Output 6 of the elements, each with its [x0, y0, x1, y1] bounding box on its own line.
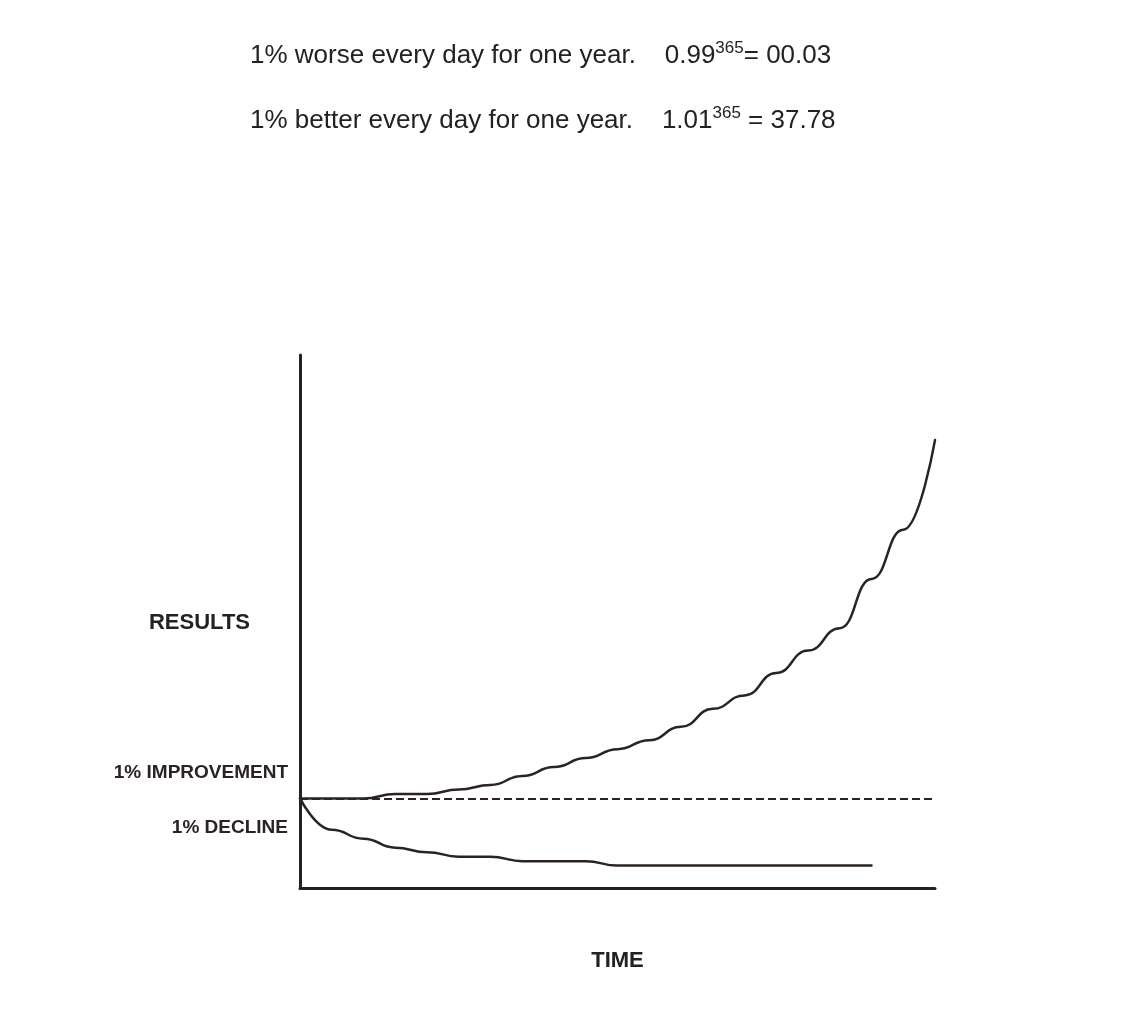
chart-subtitle: 1% better every day for one year. 1.01$^{365}$ = 37.78: [250, 103, 836, 135]
chart-title: 1% worse every day for one year. 0.99$^{365}$= 00.03: [250, 38, 832, 70]
series-label: 1% DECLINE: [171, 815, 288, 837]
y-axis-title: RESULTS: [148, 609, 250, 634]
x-axis-title: TIME: [591, 946, 644, 972]
series-label: 1% IMPROVEMENT: [113, 760, 289, 782]
